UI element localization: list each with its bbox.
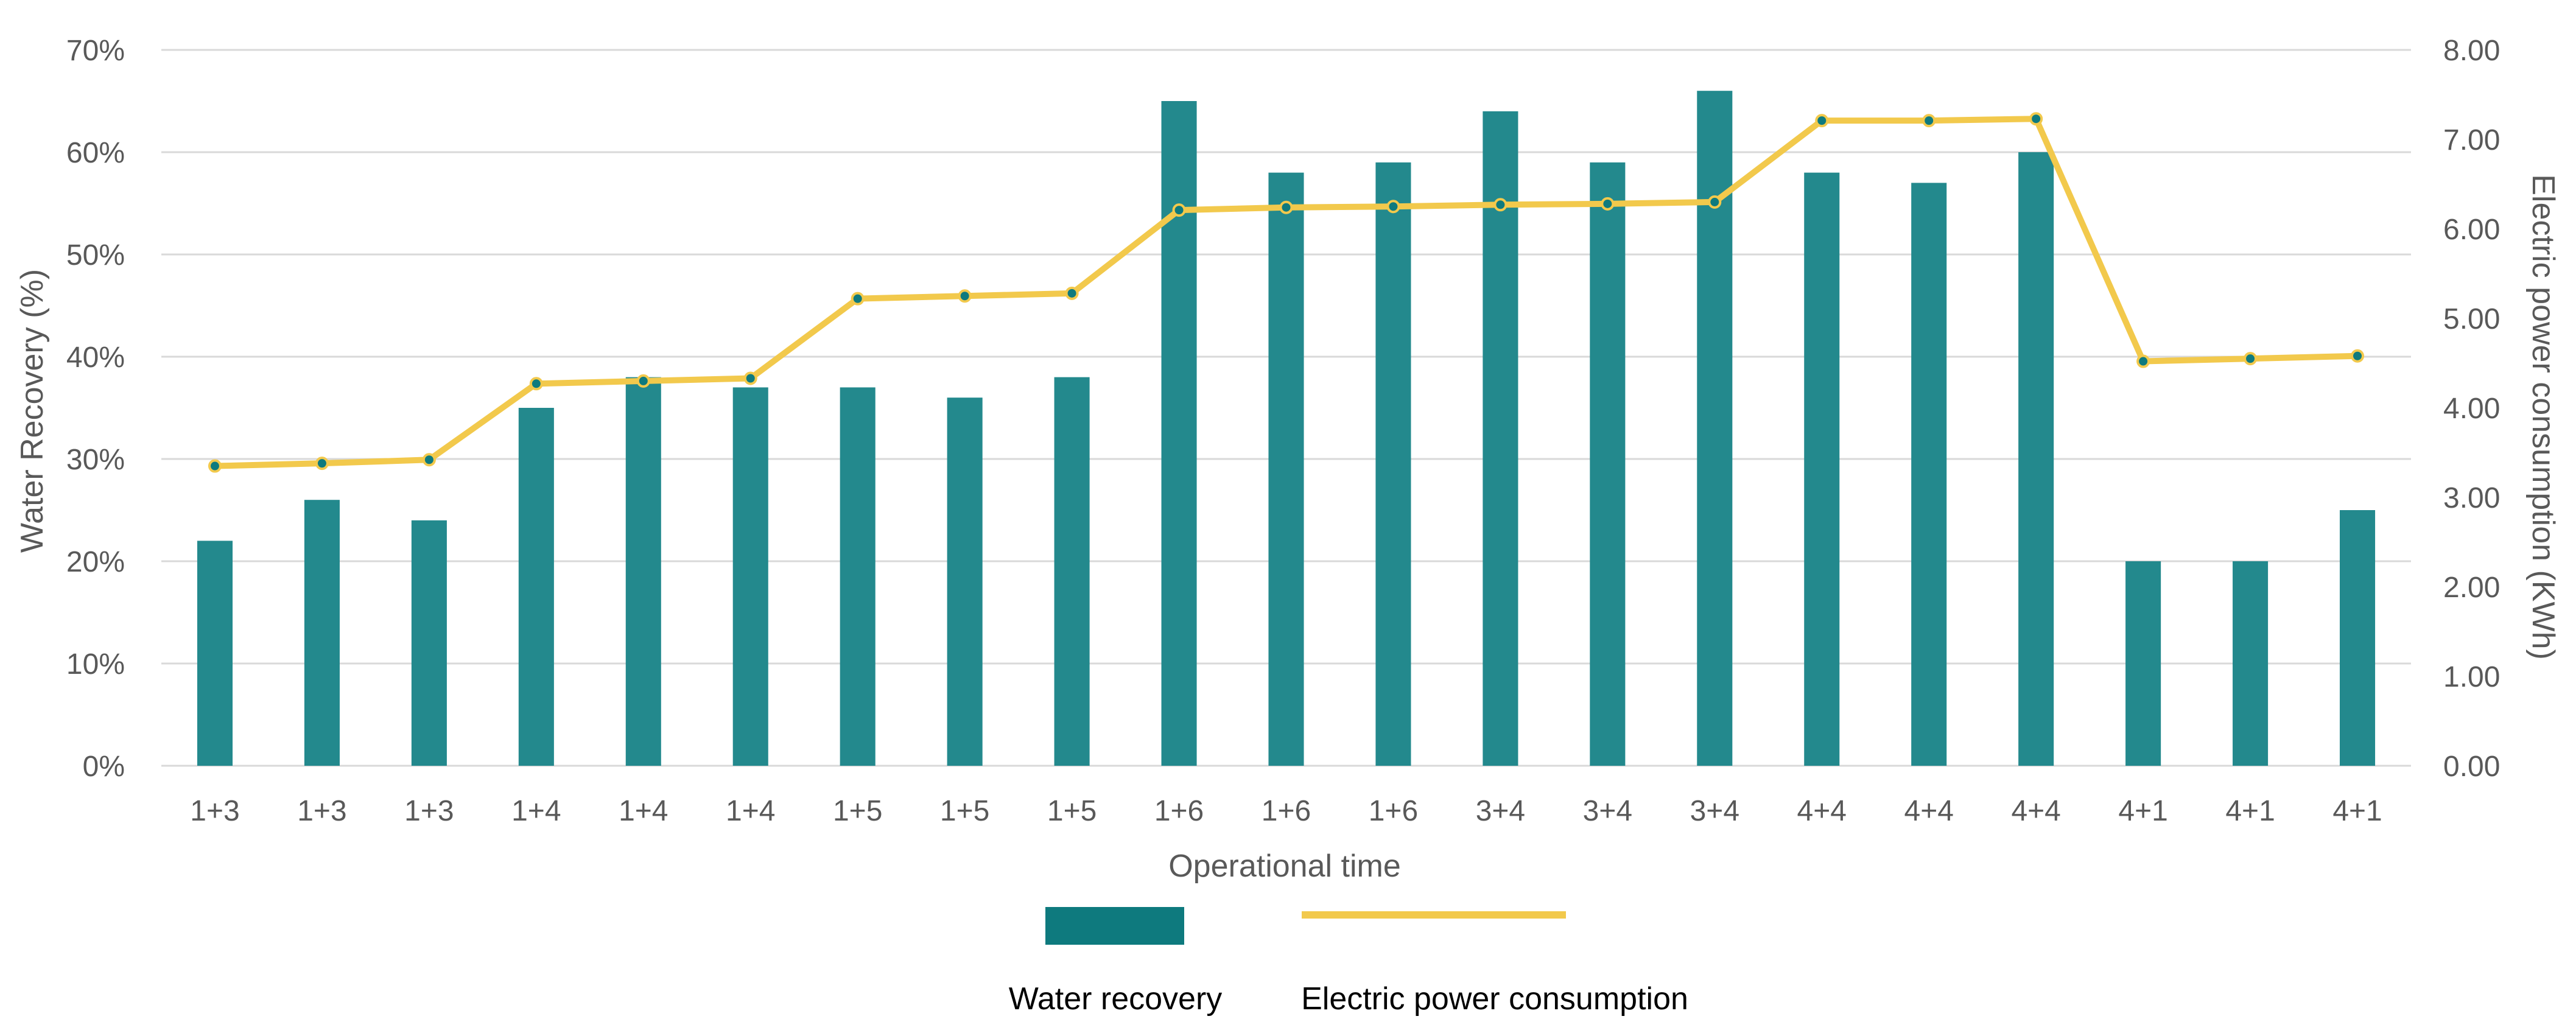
bar — [840, 387, 876, 766]
line-point — [1493, 198, 1507, 212]
bar — [1054, 377, 1090, 766]
bar — [625, 377, 661, 766]
y-tick-label: 40% — [66, 341, 125, 374]
x-tick-label: 1+4 — [726, 795, 775, 827]
line-point — [2244, 352, 2258, 366]
bar — [304, 500, 340, 766]
line-point — [2136, 354, 2150, 368]
bar — [732, 387, 768, 766]
legend-label-power-consumption: Electric power consumption — [1301, 981, 1688, 1017]
line-point — [422, 453, 436, 467]
bar — [1483, 111, 1518, 766]
x-tick-label: 1+3 — [404, 795, 454, 827]
line-point — [315, 457, 329, 471]
legend: Water recovery Electric power consumptio… — [1009, 907, 1688, 1017]
y2-tick-label: 3.00 — [2443, 482, 2500, 514]
line-point — [2351, 349, 2365, 363]
line-point — [2029, 112, 2043, 126]
x-tick-label: 4+4 — [1904, 795, 1954, 827]
line-point — [958, 289, 972, 303]
bar — [1375, 162, 1411, 766]
x-tick-label: 1+5 — [940, 795, 989, 827]
y-tick-label: 20% — [66, 546, 125, 578]
x-tick-label: 1+5 — [1047, 795, 1097, 827]
line-point — [636, 374, 650, 388]
y-tick-label: 30% — [66, 444, 125, 476]
x-tick-label: 4+1 — [2332, 795, 2382, 827]
line-point — [1386, 200, 1400, 214]
bar — [411, 520, 447, 766]
y2-tick-label: 1.00 — [2443, 661, 2500, 693]
line-point — [1708, 195, 1722, 209]
x-axis-title: Operational time — [1168, 849, 1401, 884]
line-point — [743, 371, 757, 385]
bar — [1590, 162, 1626, 766]
bar — [1161, 101, 1197, 766]
bar — [2125, 561, 2161, 766]
x-tick-label: 1+3 — [190, 795, 239, 827]
y-tick-label: 60% — [66, 137, 125, 169]
right-axis-ticks: 0.00 1.00 2.00 3.00 4.00 5.00 6.00 7.00 8.00 — [2443, 35, 2500, 783]
y2-tick-label: 2.00 — [2443, 572, 2500, 604]
line-point — [1815, 114, 1829, 128]
bar — [2018, 152, 2054, 766]
x-tick-label: 1+6 — [1369, 795, 1418, 827]
line-point — [1279, 200, 1293, 214]
y-tick-label: 0% — [83, 751, 125, 783]
line-point — [1065, 286, 1079, 300]
line-point — [1601, 197, 1615, 211]
line-point — [1172, 203, 1186, 217]
y2-tick-label: 5.00 — [2443, 303, 2500, 335]
line-point — [208, 459, 222, 473]
bar — [1268, 172, 1304, 766]
bar — [947, 397, 983, 766]
bar — [2233, 561, 2269, 766]
bar — [518, 408, 554, 766]
line-point — [851, 292, 865, 306]
x-tick-label: 4+4 — [2011, 795, 2060, 827]
bar — [197, 541, 233, 766]
x-tick-label: 1+3 — [297, 795, 346, 827]
x-tick-label: 1+5 — [833, 795, 882, 827]
y-tick-label: 10% — [66, 648, 125, 681]
legend-swatch-water-recovery — [1045, 907, 1184, 945]
y2-tick-label: 6.00 — [2443, 214, 2500, 246]
y-tick-label: 50% — [66, 239, 125, 271]
y-tick-label: 70% — [66, 35, 125, 67]
power-consumption-line — [208, 112, 2365, 473]
x-tick-label: 1+6 — [1154, 795, 1204, 827]
bar — [1911, 183, 1947, 766]
x-tick-label: 3+4 — [1690, 795, 1739, 827]
legend-label-water-recovery: Water recovery — [1009, 981, 1223, 1017]
y2-tick-label: 8.00 — [2443, 35, 2500, 67]
bar — [1804, 172, 1840, 766]
y2-tick-label: 4.00 — [2443, 393, 2500, 425]
x-axis-ticks: 1+3 1+3 1+3 1+4 1+4 1+4 1+5 1+5 1+5 1+6 1+6 1+6 3+4 3… — [190, 795, 2382, 827]
x-tick-label: 1+4 — [619, 795, 668, 827]
y-axis-title: Water Recovery (%) — [15, 269, 50, 553]
water-recovery-bars — [197, 91, 2376, 766]
x-tick-label: 3+4 — [1583, 795, 1632, 827]
x-tick-label: 4+1 — [2225, 795, 2275, 827]
y2-tick-label: 7.00 — [2443, 124, 2500, 156]
left-axis-ticks: 0% 10% 20% 30% 40% 50% 60% 70% — [66, 35, 125, 783]
x-tick-label: 1+6 — [1262, 795, 1311, 827]
x-tick-label: 4+4 — [1797, 795, 1847, 827]
line-point — [1922, 114, 1936, 128]
x-tick-label: 3+4 — [1476, 795, 1525, 827]
line-point — [529, 377, 543, 391]
bar — [2339, 510, 2376, 766]
x-tick-label: 1+4 — [511, 795, 561, 827]
y2-tick-label: 0.00 — [2443, 751, 2500, 783]
x-tick-label: 4+1 — [2118, 795, 2167, 827]
y2-axis-title: Electric power consumption (KWh) — [2525, 174, 2561, 660]
